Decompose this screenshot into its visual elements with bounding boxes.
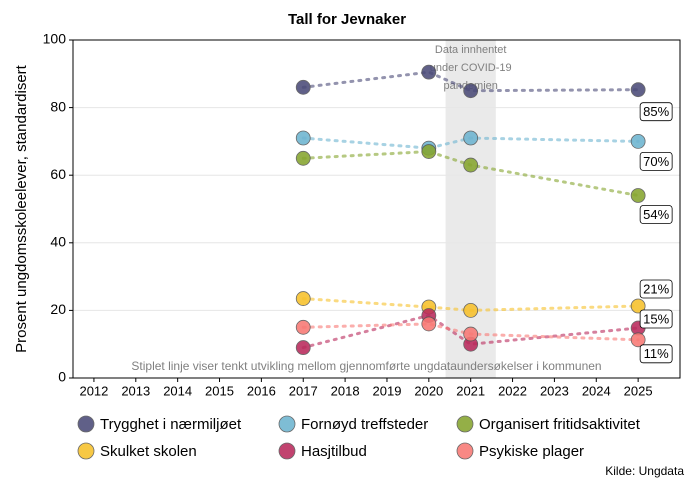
data-point: [421, 64, 437, 80]
x-tick-label: 2016: [247, 383, 276, 398]
data-point: [295, 79, 311, 95]
x-tick-label: 2018: [331, 383, 360, 398]
value-label: 11%: [644, 346, 669, 361]
value-label: 70%: [643, 154, 669, 169]
legend-label: Psykiske plager: [479, 443, 584, 460]
data-point: [421, 316, 437, 332]
source: Kilde: Ungdata: [605, 464, 684, 478]
series-line: [301, 313, 640, 350]
data-point: [421, 144, 437, 159]
legend-marker: [456, 415, 474, 433]
y-tick-label: 60: [50, 166, 66, 182]
legend-marker: [77, 442, 95, 460]
data-point: [463, 83, 479, 99]
legend-marker: [77, 415, 95, 433]
value-label-box: [639, 344, 673, 364]
x-tick-label: 2021: [456, 383, 485, 398]
data-point: [295, 130, 311, 146]
series-line: [301, 150, 640, 197]
data-point: [630, 188, 646, 203]
x-tick-label: 2015: [205, 383, 234, 398]
data-point: [630, 298, 646, 314]
value-label: 85%: [643, 104, 669, 119]
y-tick-label: 80: [50, 98, 66, 114]
legend-label: Organisert fritidsaktivitet: [479, 416, 641, 433]
x-tick-label: 2022: [498, 383, 527, 398]
x-tick-label: 2019: [373, 383, 402, 398]
data-point: [630, 332, 646, 348]
y-tick-label: 40: [50, 234, 66, 250]
series-line: [301, 70, 640, 93]
x-tick-label: 2017: [289, 383, 318, 398]
legend-label: Trygghet i nærmiljøet: [100, 416, 242, 433]
data-point: [295, 319, 311, 335]
value-label: 54%: [643, 207, 669, 222]
x-tick-label: 2012: [79, 383, 108, 398]
x-tick-label: 2023: [540, 383, 569, 398]
data-point: [295, 340, 311, 355]
annotation-text: Data innhentet: [435, 44, 507, 56]
x-tick-label: 2014: [163, 383, 192, 398]
plot-frame: [72, 39, 681, 379]
data-point: [463, 157, 479, 173]
legend-marker: [456, 442, 474, 460]
legend-label: Fornøyd treffsteder: [301, 416, 428, 433]
x-tick-label: 2025: [624, 383, 653, 398]
note: Stiplet linje viser tenkt utvikling mell…: [131, 359, 601, 373]
legend-label: Hasjtilbud: [301, 443, 367, 460]
chart-title: Tall for Jevnaker: [288, 11, 406, 28]
data-point: [295, 291, 311, 306]
annotation-text: under COVID-19: [430, 62, 512, 74]
data-point: [463, 326, 479, 342]
data-point: [295, 150, 311, 166]
data-point: [463, 302, 479, 318]
series-line: [301, 322, 640, 342]
series-line: [301, 297, 640, 312]
value-label: 15%: [643, 311, 669, 326]
x-tick-label: 2020: [414, 383, 443, 398]
value-label-box: [639, 309, 673, 329]
y-tick-label: 20: [50, 301, 66, 317]
y-tick-label: 100: [43, 31, 67, 47]
x-tick-label: 2013: [121, 383, 150, 398]
y-axis-label: Prosent ungdomsskoleelever, standardiser…: [13, 64, 30, 352]
value-label: 21%: [643, 281, 669, 296]
data-point: [463, 130, 479, 146]
legend-marker: [278, 442, 296, 460]
data-point: [630, 82, 646, 98]
value-label-box: [639, 151, 673, 171]
value-label-box: [639, 279, 673, 299]
series-line: [301, 136, 640, 150]
value-label-box: [639, 102, 673, 122]
data-point: [630, 133, 646, 149]
value-label-box: [639, 205, 673, 224]
legend-marker: [278, 415, 296, 433]
legend-label: Skulket skolen: [100, 443, 197, 460]
x-tick-label: 2024: [582, 383, 611, 398]
y-tick-label: 0: [58, 369, 66, 385]
